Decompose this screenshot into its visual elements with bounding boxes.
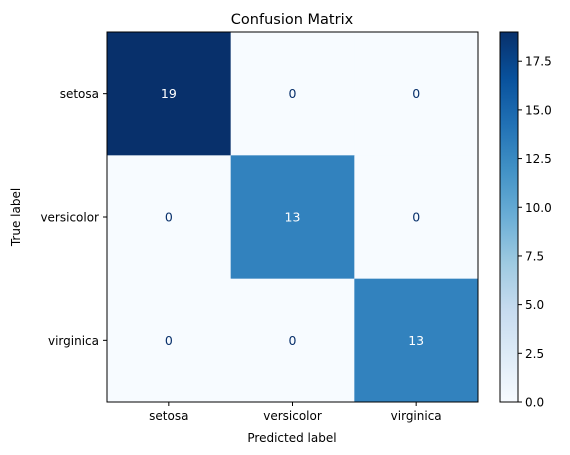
colorbar-tick-label: 2.5 [525,347,544,361]
cell-value-label: 0 [165,210,173,225]
cell-value-label: 0 [165,333,173,348]
colorbar-tick-label: 12.5 [525,152,552,166]
cell-value-label: 0 [412,210,420,225]
heatmap-cell [107,32,232,156]
chart-title: Confusion Matrix [231,12,354,28]
heatmap-cell [354,32,479,156]
cell-value-label: 0 [289,86,297,101]
colorbar-ticks: 0.0 2.5 5.0 7.5 10.0 12.5 15.0 17.5 [518,55,552,410]
cell-value-label: 19 [161,86,177,101]
heatmap-cells: 19 0 0 0 13 0 0 0 13 [107,32,479,403]
heatmap-cell [230,155,355,280]
heatmap-cell [230,32,355,156]
y-tick-label: setosa [60,87,99,101]
cell-value-label: 13 [408,333,424,348]
colorbar [499,31,519,403]
heatmap-cell [354,278,479,403]
y-axis-label: True label [9,188,23,247]
cell-value-label: 13 [285,210,301,225]
colorbar-tick-label: 15.0 [525,103,552,117]
x-axis-label: Predicted label [247,431,336,445]
heatmap-cell [107,155,232,280]
y-tick-label: virginica [48,334,99,348]
y-tick-label: versicolor [40,211,99,225]
cell-value-label: 0 [412,86,420,101]
heatmap-cell [230,278,355,403]
y-axis-ticks: setosa versicolor virginica [40,87,107,348]
x-tick-label: virginica [391,409,442,423]
x-axis-ticks: setosa versicolor virginica [149,402,442,423]
colorbar-tick-label: 17.5 [525,55,552,69]
colorbar-tick-label: 10.0 [525,201,552,215]
x-tick-label: versicolor [263,409,322,423]
heatmap-cell [354,155,479,280]
colorbar-tick-label: 5.0 [525,298,544,312]
x-tick-label: setosa [149,409,188,423]
colorbar-tick-label: 7.5 [525,249,544,263]
heatmap-cell [107,278,232,403]
cell-value-label: 0 [289,333,297,348]
colorbar-tick-label: 0.0 [525,396,544,410]
